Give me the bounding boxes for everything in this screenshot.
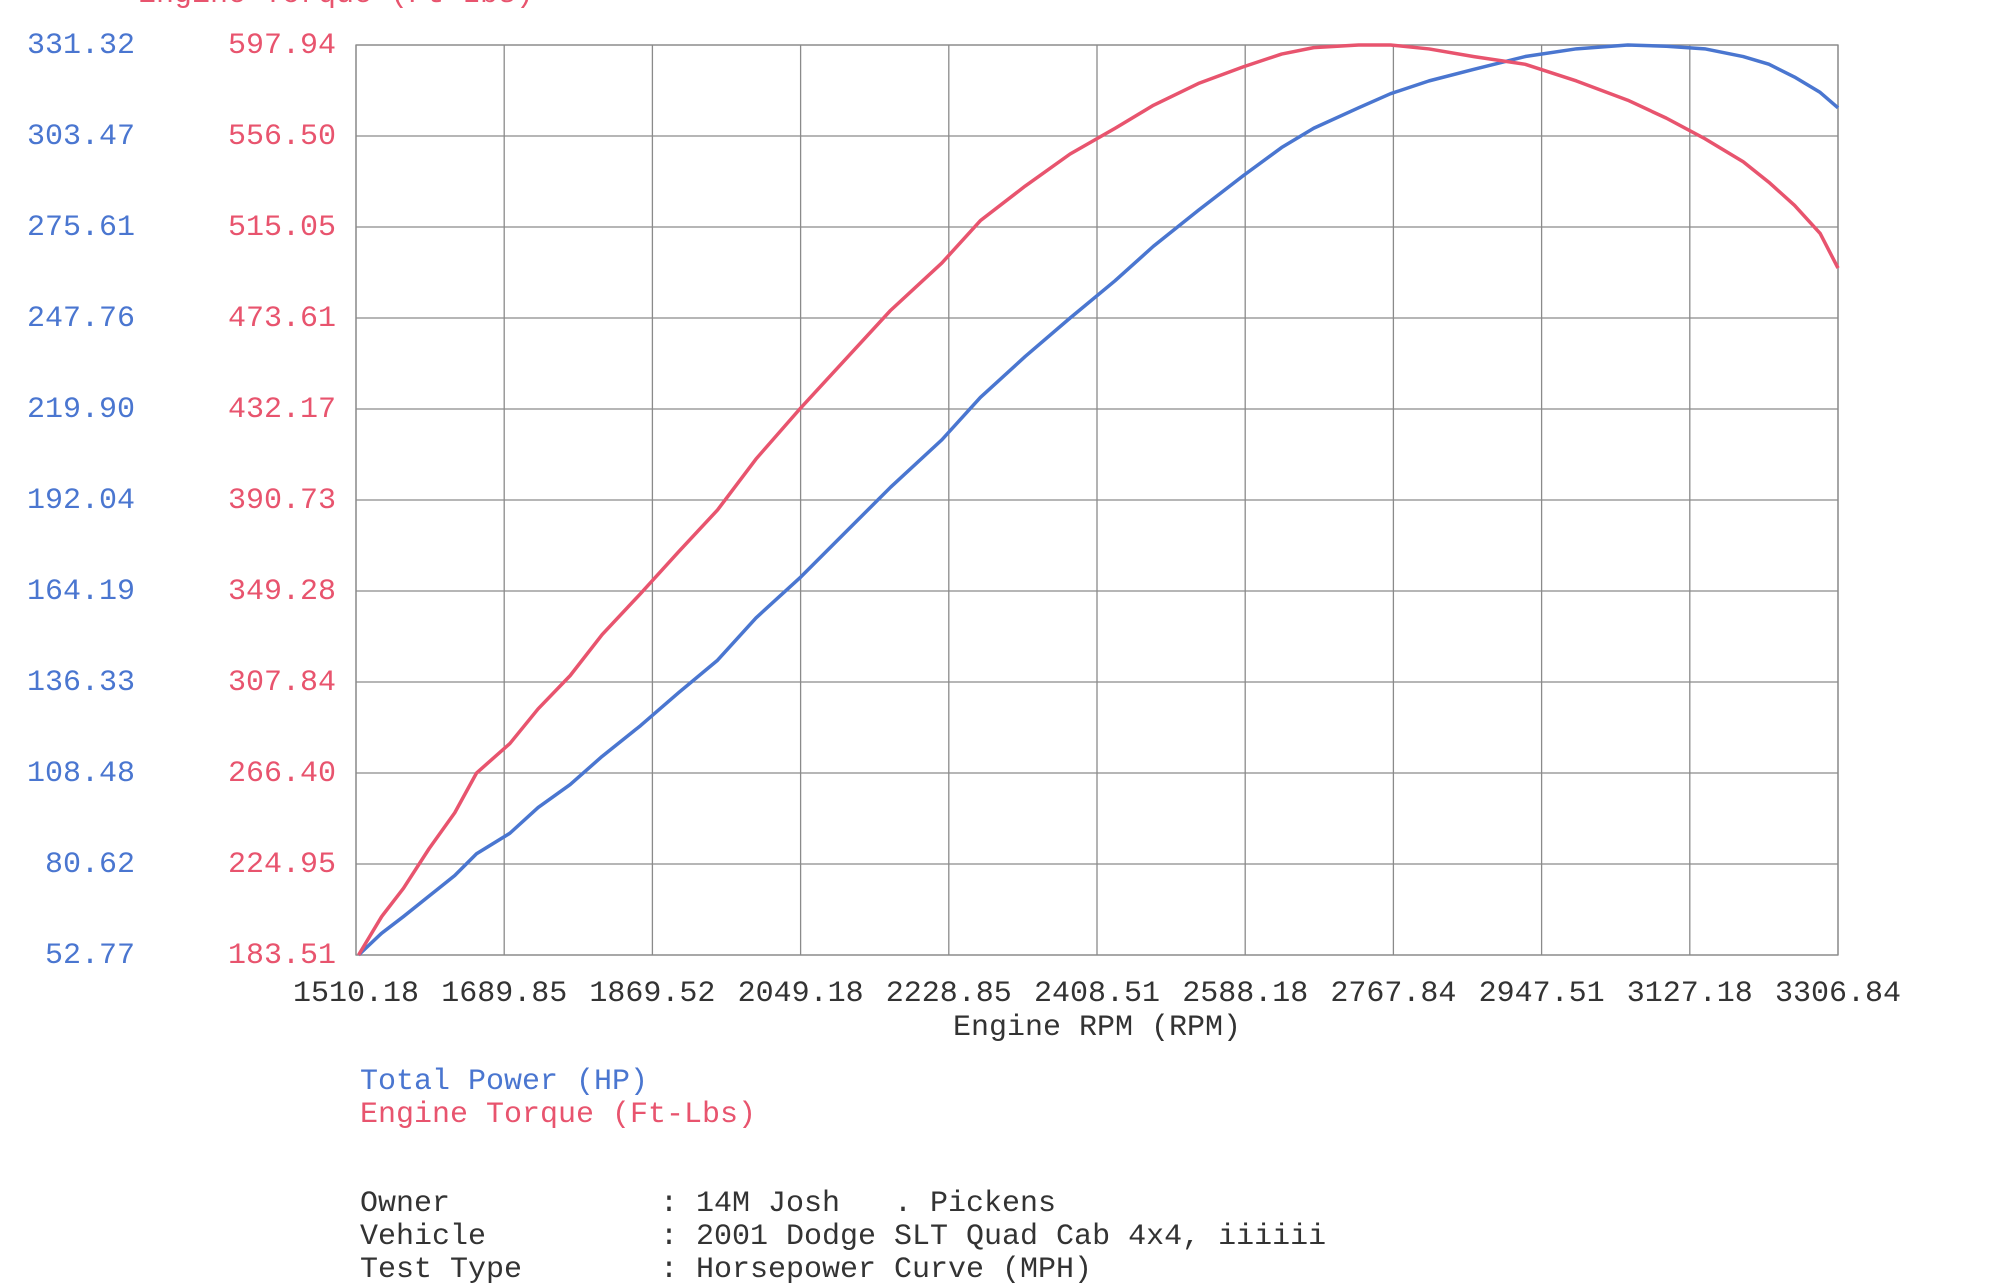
detail-value: 2001 Dodge SLT Quad Cab 4x4, iiiiii bbox=[696, 1220, 1326, 1254]
y-tick-label: 247.76 bbox=[27, 302, 135, 336]
y-tick-label: 303.47 bbox=[27, 120, 135, 154]
y2-tick-label: 224.95 bbox=[228, 848, 336, 882]
y2-tick-label: 515.05 bbox=[228, 211, 336, 245]
x-tick-label: 2947.51 bbox=[1479, 977, 1605, 1011]
y-tick-label: 108.48 bbox=[27, 757, 135, 791]
x-tick-label: 2767.84 bbox=[1330, 977, 1456, 1011]
x-tick-label: 2588.18 bbox=[1182, 977, 1308, 1011]
x-tick-label: 3306.84 bbox=[1775, 977, 1901, 1011]
x-tick-label: 2049.18 bbox=[738, 977, 864, 1011]
detail-colon: : bbox=[660, 1220, 678, 1254]
detail-colon: : bbox=[660, 1187, 678, 1221]
x-tick-label: 2408.51 bbox=[1034, 977, 1160, 1011]
y2-axis-title: Engine Torque (Ft-Lbs) bbox=[138, 0, 534, 12]
legend-entry: Total Power (HP) bbox=[360, 1065, 648, 1099]
detail-value: Horsepower Curve (MPH) bbox=[696, 1253, 1092, 1283]
y2-tick-label: 473.61 bbox=[228, 302, 336, 336]
y-tick-label: 52.77 bbox=[45, 939, 135, 973]
legend-entry: Engine Torque (Ft-Lbs) bbox=[360, 1098, 756, 1132]
x-tick-label: 2228.85 bbox=[886, 977, 1012, 1011]
x-tick-label: 1869.52 bbox=[589, 977, 715, 1011]
y-tick-label: 136.33 bbox=[27, 666, 135, 700]
plot-border bbox=[355, 44, 1839, 956]
y-tick-label: 275.61 bbox=[27, 211, 135, 245]
y2-tick-label: 349.28 bbox=[228, 575, 336, 609]
detail-colon: : bbox=[660, 1253, 678, 1283]
y-tick-label: 219.90 bbox=[27, 393, 135, 427]
y-tick-label: 80.62 bbox=[45, 848, 135, 882]
series-line bbox=[357, 43, 1840, 956]
y-tick-label: 192.04 bbox=[27, 484, 135, 518]
y2-tick-label: 266.40 bbox=[228, 757, 336, 791]
detail-label: Vehicle bbox=[360, 1220, 486, 1254]
y2-tick-label: 432.17 bbox=[228, 393, 336, 427]
y2-tick-label: 597.94 bbox=[228, 29, 336, 63]
x-tick-label: 1510.18 bbox=[293, 977, 419, 1011]
y2-tick-label: 307.84 bbox=[228, 666, 336, 700]
detail-label: Test Type bbox=[360, 1253, 522, 1283]
x-tick-label: 1689.85 bbox=[441, 977, 567, 1011]
x-axis-title: Engine RPM (RPM) bbox=[953, 1011, 1241, 1045]
x-tick-label: 3127.18 bbox=[1627, 977, 1753, 1011]
y2-tick-label: 183.51 bbox=[228, 939, 336, 973]
y-tick-label: 164.19 bbox=[27, 575, 135, 609]
detail-label: Owner bbox=[360, 1187, 450, 1221]
y2-tick-label: 556.50 bbox=[228, 120, 336, 154]
series-line bbox=[357, 43, 1840, 957]
y2-tick-label: 390.73 bbox=[228, 484, 336, 518]
y-tick-label: 331.32 bbox=[27, 29, 135, 63]
detail-value: 14M Josh . Pickens bbox=[696, 1187, 1056, 1221]
